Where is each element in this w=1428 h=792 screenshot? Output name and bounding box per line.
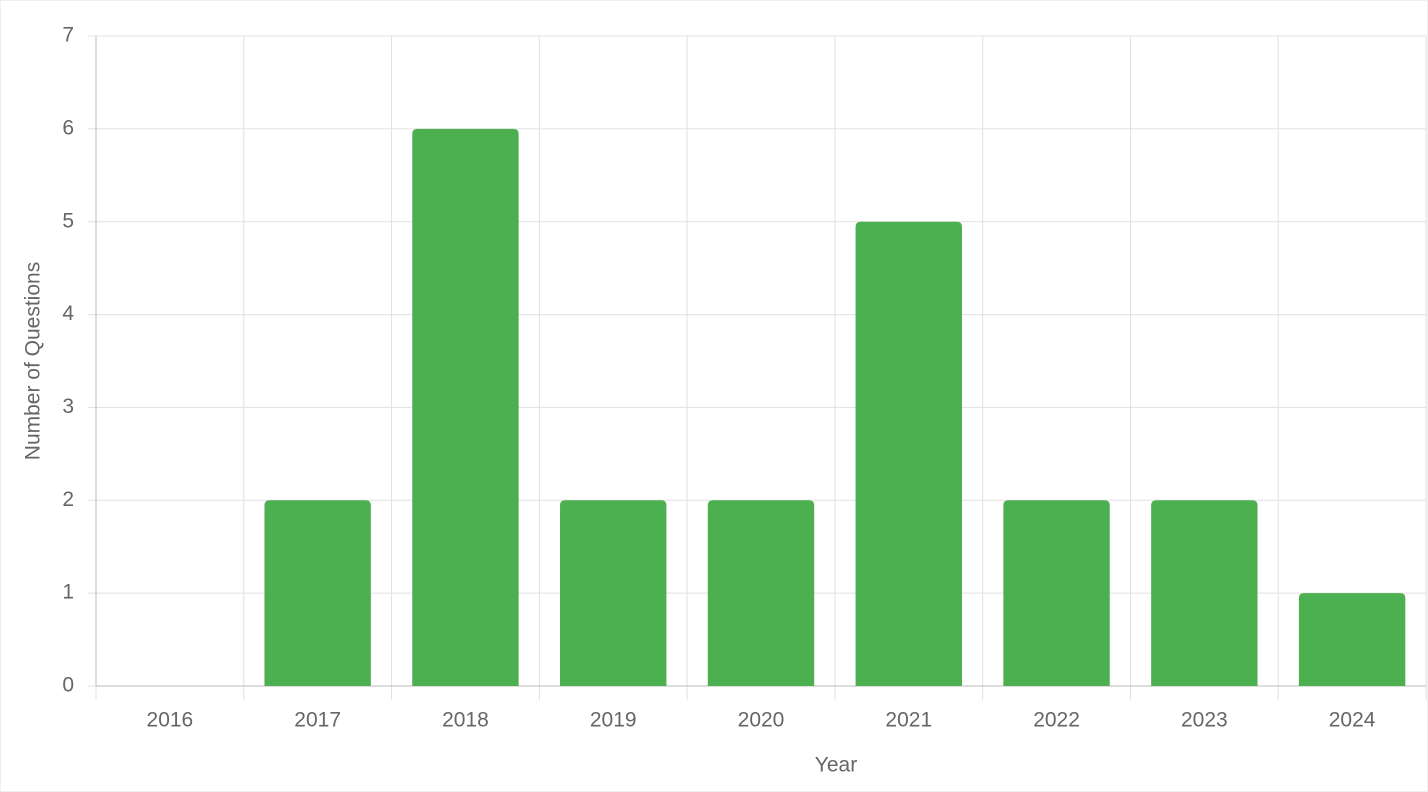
y-tick-label: 2 <box>62 488 74 511</box>
bar <box>1003 500 1110 686</box>
bar <box>412 128 519 686</box>
y-tick-label: 1 <box>62 581 74 604</box>
bar <box>1298 593 1406 686</box>
y-tick-label: 7 <box>62 24 74 47</box>
y-axis-title: Number of Questions <box>22 262 45 460</box>
x-tick-label: 2017 <box>294 709 341 732</box>
bar <box>707 500 815 686</box>
y-tick-label: 5 <box>62 209 74 232</box>
bar <box>560 500 667 686</box>
x-tick-label: 2021 <box>885 709 932 732</box>
x-axis-title: Year <box>815 754 857 777</box>
x-tick-label: 2022 <box>1033 709 1080 732</box>
x-tick-label: 2016 <box>147 709 194 732</box>
y-tick-label: 6 <box>62 116 74 139</box>
x-tick-label: 2019 <box>590 709 637 732</box>
x-tick-label: 2023 <box>1181 709 1228 732</box>
bar <box>264 500 371 686</box>
y-tick-label: 4 <box>62 302 74 325</box>
bar <box>855 221 962 686</box>
bar <box>1151 500 1258 686</box>
x-tick-label: 2024 <box>1329 709 1376 732</box>
y-tick-label: 3 <box>62 395 74 418</box>
x-tick-label: 2018 <box>442 709 489 732</box>
y-tick-label: 0 <box>62 674 74 697</box>
x-tick-label: 2020 <box>738 709 785 732</box>
